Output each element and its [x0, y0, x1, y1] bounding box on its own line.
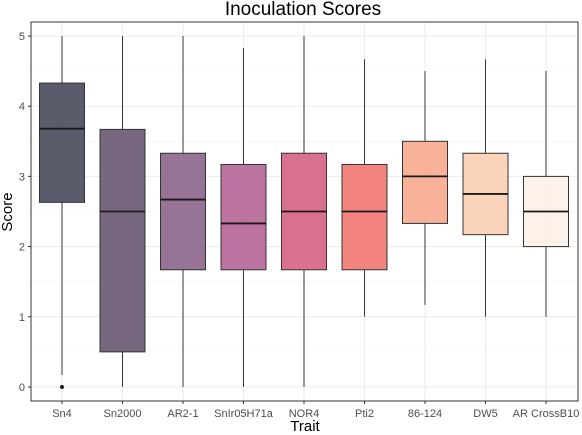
- box-dw5: [462, 59, 509, 317]
- x-tick-label: 86-124: [408, 408, 442, 420]
- box-86-124: [402, 71, 448, 305]
- iqr-box: [220, 163, 267, 271]
- x-tick-label: AR2-1: [167, 408, 198, 420]
- x-tick-label: Pti2: [355, 408, 374, 420]
- y-tick-label: 0: [19, 382, 25, 394]
- y-axis: 0 1 2 3 4 5: [19, 31, 31, 394]
- iqr-box: [160, 152, 206, 271]
- x-tick-label: Sn2000: [104, 408, 142, 420]
- box-ar-crossb10: [523, 71, 569, 317]
- y-tick-label: 5: [19, 31, 25, 43]
- chart-title: Inoculation Scores: [225, 0, 381, 20]
- box-sn4: [39, 36, 85, 389]
- x-tick-label: SnIr05H71a: [214, 408, 274, 420]
- x-axis-title: Trait: [290, 418, 320, 435]
- box-pti2: [341, 59, 388, 317]
- iqr-box: [341, 163, 388, 271]
- box-ar2-1: [160, 36, 206, 387]
- y-tick-label: 2: [19, 242, 25, 254]
- box-nor4: [281, 36, 327, 387]
- iqr-box: [99, 128, 146, 353]
- y-tick-label: 4: [19, 101, 25, 113]
- iqr-box: [402, 140, 448, 224]
- x-tick-label: AR CrossB10: [513, 408, 580, 420]
- y-tick-label: 3: [19, 171, 25, 183]
- box-series: [39, 36, 569, 389]
- iqr-box: [39, 82, 85, 203]
- box-snir05h71a: [220, 47, 267, 387]
- x-tick-label: Sn4: [52, 408, 72, 420]
- x-axis: Sn4 Sn2000 AR2-1 SnIr05H71a NOR4 Pti2 86-124 DW…: [52, 401, 579, 420]
- box-sn2000: [99, 36, 146, 387]
- y-axis-title: Score: [0, 192, 16, 231]
- x-tick-label: DW5: [473, 408, 497, 420]
- outlier-point: [60, 384, 64, 389]
- y-tick-label: 1: [19, 312, 25, 324]
- x-tick-label: NOR4: [289, 408, 320, 420]
